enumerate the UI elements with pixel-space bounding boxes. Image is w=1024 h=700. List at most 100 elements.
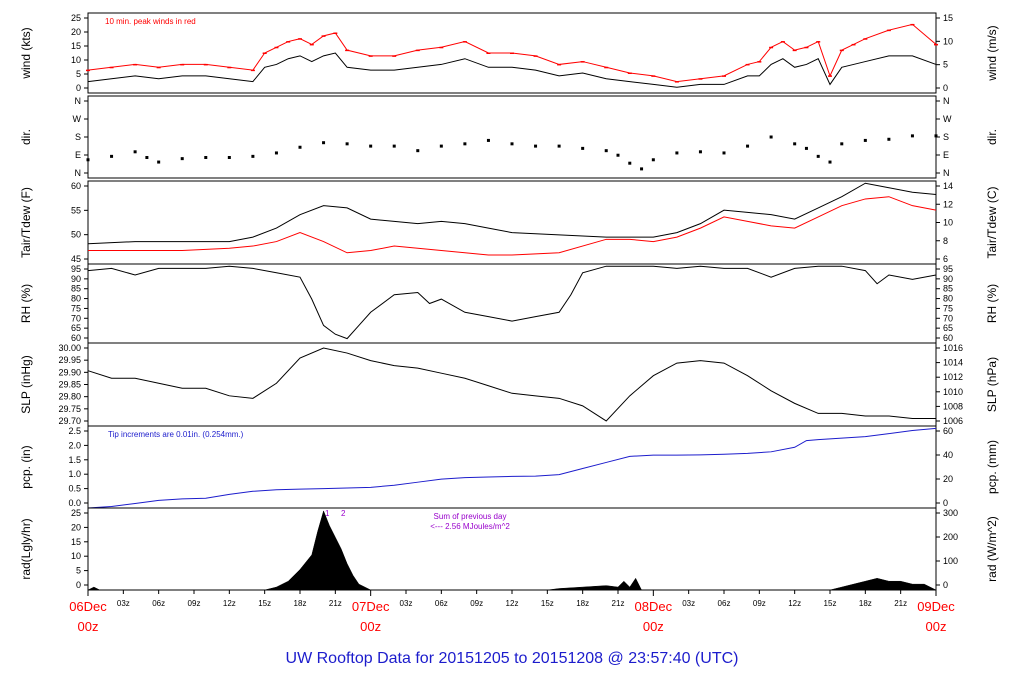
hour-tick-label: 21z bbox=[329, 599, 342, 608]
wind-peak-dash bbox=[780, 41, 785, 43]
wind-peak-dash bbox=[557, 63, 562, 66]
wind-left-tick-label: 25 bbox=[71, 13, 81, 23]
wind-peak-dash bbox=[309, 43, 314, 46]
hour-tick-label: 06z bbox=[435, 599, 448, 608]
dir-point bbox=[675, 151, 679, 155]
radiation-area bbox=[87, 510, 937, 591]
hour-tick-label: 15z bbox=[824, 599, 837, 608]
dir-point bbox=[180, 157, 184, 161]
wind-peak-dash bbox=[298, 38, 302, 40]
dir-right-tick-label: E bbox=[943, 150, 949, 160]
precipitation-right-tick-label: 0 bbox=[943, 498, 948, 508]
wind-peak-dash bbox=[392, 55, 397, 57]
dir-point bbox=[910, 134, 914, 138]
dir-point bbox=[616, 153, 620, 157]
pressure-right-tick-label: 1006 bbox=[943, 416, 963, 426]
wind-peak-dash bbox=[286, 41, 291, 43]
wind-line-mean bbox=[87, 52, 937, 88]
dir-point bbox=[298, 145, 302, 149]
rh-left-tick-label: 95 bbox=[71, 264, 81, 274]
rh-right-tick-label: 80 bbox=[943, 294, 953, 304]
temperature-line-Tdew bbox=[88, 196, 937, 256]
rh-right-tick-label: 70 bbox=[943, 313, 953, 323]
wind-peak-dash bbox=[227, 66, 232, 69]
day-label-date: 06Dec bbox=[69, 599, 107, 614]
day-label-time: 00z bbox=[78, 619, 99, 634]
precipitation-left-tick-label: 0.0 bbox=[68, 498, 81, 508]
dir-left-tick-label: E bbox=[75, 150, 81, 160]
dir-left-tick-label: N bbox=[75, 168, 82, 178]
wind-frame bbox=[87, 12, 937, 94]
wind-peak-dash bbox=[651, 75, 656, 77]
wind-peak-dash bbox=[415, 49, 420, 52]
wind-peak-dash bbox=[510, 52, 514, 54]
pressure-left-tick-label: 29.70 bbox=[58, 416, 81, 426]
pressure-ylabel-right: SLP (hPa) bbox=[985, 357, 999, 412]
pressure-left-tick-label: 30.00 bbox=[58, 343, 81, 353]
pressure-right-tick-label: 1016 bbox=[943, 343, 963, 353]
dir-point bbox=[157, 160, 161, 164]
wind-peak-dash bbox=[533, 55, 538, 57]
dir-point bbox=[534, 144, 538, 148]
dir-right-tick-label: N bbox=[943, 96, 950, 106]
dir-point bbox=[769, 135, 773, 139]
precipitation-annotation: Tip increments are 0.01in. (0.254mm.) bbox=[108, 430, 244, 439]
radiation-left-tick-label: 5 bbox=[76, 566, 81, 576]
dir-point bbox=[345, 142, 349, 146]
wind-left-tick-label: 10 bbox=[71, 55, 81, 65]
dir-point bbox=[227, 156, 231, 159]
temperature-left-tick-label: 50 bbox=[71, 230, 81, 240]
radiation-frame bbox=[87, 507, 937, 591]
wind-peak-dash bbox=[462, 41, 467, 43]
radiation-annotation-2: <--- 2.56 MJoules/m^2 bbox=[430, 522, 510, 531]
radiation-left-tick-label: 15 bbox=[71, 537, 81, 547]
day-label-time: 00z bbox=[360, 619, 381, 634]
dir-point bbox=[486, 138, 490, 142]
hour-tick-label: 03z bbox=[682, 599, 695, 608]
wind-right-tick-label: 10 bbox=[943, 36, 953, 46]
radiation-left-tick-label: 25 bbox=[71, 508, 81, 518]
rh-left-tick-label: 65 bbox=[71, 323, 81, 333]
wind-peak-dash bbox=[910, 23, 915, 26]
radiation-left-tick-label: 20 bbox=[71, 522, 81, 532]
dir-point bbox=[110, 154, 114, 158]
rh-left-tick-label: 80 bbox=[71, 294, 81, 304]
wind-peak-dash bbox=[863, 38, 868, 40]
hour-tick-label: 12z bbox=[506, 599, 519, 608]
wind-peak-dash bbox=[274, 46, 279, 49]
wind-peak-dash bbox=[627, 72, 632, 74]
dir-point bbox=[145, 156, 149, 159]
hour-tick-label: 03z bbox=[400, 599, 413, 608]
wind-peak-dash bbox=[839, 49, 844, 52]
temperature-frame bbox=[87, 180, 937, 265]
temperature-right-tick-label: 8 bbox=[943, 236, 948, 246]
hour-tick-label: 09z bbox=[188, 599, 201, 608]
precipitation-ylabel-right: pcp. (mm) bbox=[985, 440, 999, 494]
precipitation-left-tick-label: 2.5 bbox=[68, 426, 81, 436]
wind-right-tick-label: 5 bbox=[943, 60, 948, 70]
radiation-right-tick-label: 300 bbox=[943, 508, 958, 518]
dir-point bbox=[439, 144, 443, 148]
rh-right-tick-label: 60 bbox=[943, 333, 953, 343]
precipitation-right-tick-label: 20 bbox=[943, 474, 953, 484]
rh-right-tick-label: 90 bbox=[943, 274, 953, 284]
dir-point bbox=[86, 158, 90, 162]
dir-point bbox=[793, 142, 797, 146]
dir-point bbox=[604, 149, 608, 153]
wind-left-tick-label: 5 bbox=[76, 69, 81, 79]
wind-peak-dash bbox=[321, 35, 326, 37]
wind-peak-dash bbox=[109, 66, 114, 69]
wind-peak-dash bbox=[745, 63, 750, 66]
precipitation-left-tick-label: 1.5 bbox=[68, 455, 81, 465]
rh-left-tick-label: 85 bbox=[71, 284, 81, 294]
radiation-annotation: Sum of previous day bbox=[434, 512, 507, 521]
rh-line-series bbox=[87, 265, 937, 340]
dir-point bbox=[651, 158, 655, 162]
rh-right-tick-label: 65 bbox=[943, 323, 953, 333]
pressure-left-tick-label: 29.95 bbox=[58, 355, 81, 365]
radiation-right-tick-label: 100 bbox=[943, 556, 958, 566]
dir-point bbox=[628, 161, 632, 165]
temperature-left-tick-label: 55 bbox=[71, 205, 81, 215]
